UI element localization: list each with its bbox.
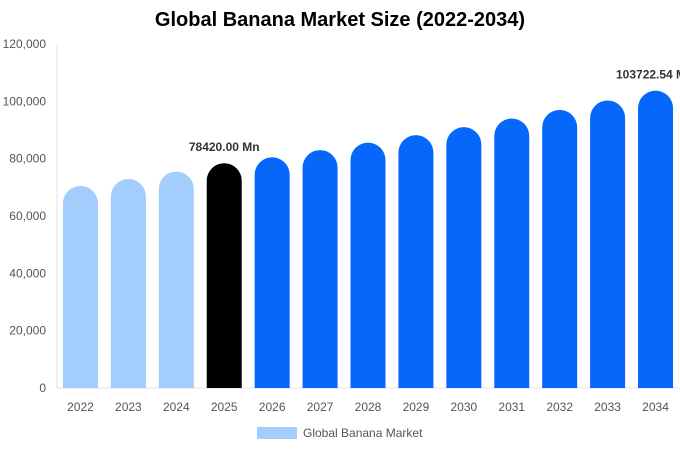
- x-tick-label: 2024: [163, 400, 190, 414]
- x-tick-label: 2025: [211, 400, 238, 414]
- bar-2033: [590, 100, 626, 389]
- data-label: 78420.00 Mn: [189, 140, 260, 154]
- x-tick-label: 2031: [498, 400, 525, 414]
- y-tick-label: 60,000: [9, 209, 46, 223]
- x-tick-label: 2033: [594, 400, 621, 414]
- x-tick-label: 2026: [259, 400, 286, 414]
- x-tick-label: 2028: [355, 400, 382, 414]
- legend-swatch: [257, 427, 297, 439]
- y-tick-label: 80,000: [9, 152, 46, 166]
- y-tick-label: 0: [39, 381, 46, 395]
- y-tick-label: 120,000: [3, 37, 47, 51]
- bar-2028: [350, 142, 386, 388]
- legend[interactable]: Global Banana Market: [257, 426, 422, 440]
- bar-2032: [542, 109, 578, 388]
- bar-2029: [398, 135, 434, 388]
- x-tick-label: 2027: [307, 400, 334, 414]
- bar-2026: [254, 157, 290, 388]
- legend-label: Global Banana Market: [303, 426, 423, 440]
- x-tick-label: 2032: [546, 400, 573, 414]
- data-label: 103722.54 Mn: [616, 68, 680, 82]
- y-tick-label: 40,000: [9, 266, 46, 280]
- x-tick-label: 2022: [67, 400, 94, 414]
- x-tick-label: 2034: [642, 400, 669, 414]
- bar-2030: [446, 127, 482, 388]
- bar-2023: [110, 179, 146, 388]
- x-tick-label: 2029: [403, 400, 430, 414]
- bar-2027: [302, 150, 338, 388]
- bar-2022: [62, 185, 98, 388]
- bar-2031: [494, 118, 530, 389]
- chart-title: Global Banana Market Size (2022-2034): [154, 9, 526, 31]
- x-tick-label: 2023: [115, 400, 142, 414]
- y-tick-label: 20,000: [9, 324, 46, 338]
- bar-2034: [638, 90, 674, 388]
- bar-2025: [206, 163, 242, 388]
- x-tick-label: 2030: [450, 400, 477, 414]
- bar-2024: [158, 171, 194, 388]
- y-tick-label: 100,000: [3, 94, 47, 108]
